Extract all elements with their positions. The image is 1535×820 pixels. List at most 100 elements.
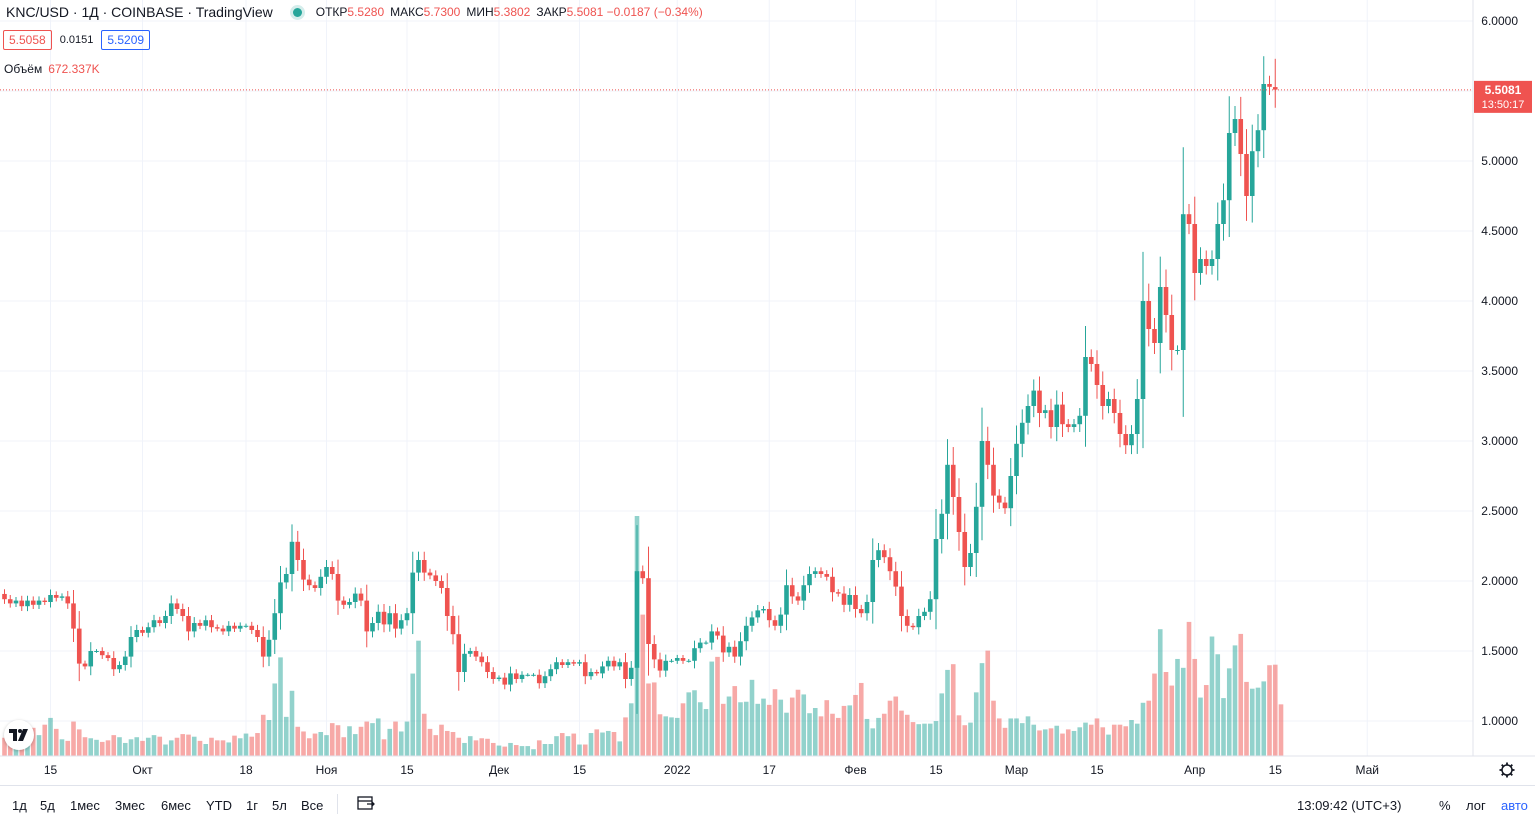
range-all-button[interactable]: Все bbox=[301, 798, 324, 813]
volume-bar bbox=[1255, 687, 1261, 756]
candle-body bbox=[197, 623, 203, 626]
volume-bar bbox=[600, 732, 605, 756]
auto-scale-toggle[interactable]: авто bbox=[1501, 798, 1528, 813]
candle-body bbox=[1048, 410, 1054, 427]
volume-bar bbox=[7, 742, 13, 756]
volume-bar bbox=[1031, 724, 1037, 756]
candle-body bbox=[513, 673, 519, 679]
volume-bar bbox=[1186, 621, 1192, 756]
volume-bar bbox=[1198, 697, 1203, 756]
range-5d-button[interactable]: 5д bbox=[40, 798, 55, 813]
range-5y-button[interactable]: 5л bbox=[272, 798, 287, 813]
range-6m-button[interactable]: 6мес bbox=[161, 798, 191, 813]
candle-body bbox=[749, 617, 755, 626]
range-1d-button[interactable]: 1д bbox=[12, 798, 27, 813]
low-value: 5.3802 bbox=[493, 5, 531, 19]
volume-bar bbox=[168, 740, 174, 756]
volume-bar bbox=[1140, 702, 1146, 756]
volume-bar bbox=[53, 728, 59, 756]
candle-body bbox=[582, 662, 588, 677]
log-toggle[interactable]: лог bbox=[1466, 798, 1486, 813]
sell-price-button[interactable]: 5.5058 bbox=[3, 30, 52, 50]
percent-toggle[interactable]: % bbox=[1439, 798, 1451, 813]
volume-bar bbox=[1077, 727, 1083, 756]
goto-date-icon[interactable] bbox=[357, 795, 375, 814]
candle-body bbox=[594, 672, 600, 674]
time-axis-label: Окт bbox=[132, 763, 153, 777]
volume-bar bbox=[789, 697, 795, 756]
volume-bar bbox=[899, 710, 904, 756]
volume-bar bbox=[128, 739, 134, 756]
price-axis-label: 3.0000 bbox=[1481, 434, 1518, 448]
range-1m-button[interactable]: 1мес bbox=[70, 798, 100, 813]
volume-bar bbox=[1192, 658, 1198, 756]
volume-bar bbox=[795, 689, 801, 756]
volume-bar bbox=[571, 733, 577, 756]
volume-bar bbox=[232, 735, 237, 756]
volume-bar bbox=[1117, 724, 1123, 756]
range-ytd-button[interactable]: YTD bbox=[206, 798, 232, 813]
candle-body bbox=[1083, 357, 1088, 416]
candle-body bbox=[674, 658, 680, 661]
candle-body bbox=[59, 596, 65, 598]
volume-bar bbox=[272, 683, 278, 756]
candle-body bbox=[812, 571, 818, 574]
candle-body bbox=[249, 625, 255, 630]
candle-body bbox=[1261, 84, 1267, 131]
volume-bar bbox=[36, 735, 42, 756]
candle-body bbox=[1203, 259, 1209, 266]
tradingview-logo-icon[interactable] bbox=[4, 720, 34, 750]
volume-bar bbox=[1025, 716, 1031, 756]
volume-bar bbox=[577, 744, 582, 756]
volume-bar bbox=[680, 703, 686, 756]
candle-body bbox=[272, 613, 278, 640]
candle-body bbox=[1054, 404, 1060, 427]
volume-bar bbox=[841, 705, 847, 756]
candle-body bbox=[1129, 434, 1134, 446]
volume-bar bbox=[312, 733, 318, 756]
volume-bar bbox=[847, 705, 853, 756]
candle-body bbox=[2, 593, 7, 600]
candle-body bbox=[531, 674, 536, 676]
candle-body bbox=[19, 600, 25, 607]
volume-bar bbox=[122, 742, 128, 756]
candle-body bbox=[473, 651, 479, 657]
candle-body bbox=[180, 609, 186, 616]
close-value: 5.5081 −0.0187 (−0.34%) bbox=[566, 5, 703, 19]
candle-body bbox=[933, 539, 939, 600]
candle-body bbox=[761, 609, 766, 611]
volume-bar bbox=[117, 737, 122, 756]
volume-bar bbox=[301, 731, 306, 756]
volume-bar bbox=[853, 694, 858, 756]
candle-body bbox=[1244, 154, 1249, 196]
volume-bar bbox=[387, 728, 393, 756]
last-price-label: 5.5081 bbox=[1485, 83, 1522, 97]
clock-timezone[interactable]: 13:09:42 (UTC+3) bbox=[1297, 798, 1402, 813]
price-chart[interactable]: 6.00005.50005.00004.50004.00003.50003.00… bbox=[0, 0, 1535, 785]
volume-bar bbox=[352, 734, 358, 756]
candle-body bbox=[565, 662, 571, 665]
candle-body bbox=[1037, 390, 1042, 413]
candle-body bbox=[801, 585, 807, 601]
range-3m-button[interactable]: 3мес bbox=[115, 798, 145, 813]
symbol-title[interactable]: KNC/USD · 1Д · COINBASE · TradingView bbox=[6, 4, 273, 20]
candle-body bbox=[1077, 415, 1083, 425]
volume-bar bbox=[755, 703, 761, 756]
volume-bar bbox=[1065, 729, 1071, 756]
volume-bar bbox=[1203, 685, 1209, 756]
candle-body bbox=[600, 666, 605, 674]
time-axis-label: 17 bbox=[763, 763, 777, 777]
candle-body bbox=[784, 585, 789, 615]
settings-gear-tooth bbox=[1509, 764, 1513, 768]
candle-body bbox=[329, 567, 335, 574]
settings-gear-icon[interactable] bbox=[1501, 764, 1513, 776]
volume-bar bbox=[186, 734, 191, 756]
candle-body bbox=[927, 599, 933, 612]
buy-price-button[interactable]: 5.5209 bbox=[101, 30, 151, 50]
volume-bar bbox=[358, 726, 364, 756]
volume-bar bbox=[134, 737, 140, 756]
candle-body bbox=[295, 541, 301, 560]
range-1y-button[interactable]: 1г bbox=[246, 798, 258, 813]
candle-body bbox=[456, 634, 462, 672]
candle-body bbox=[956, 497, 962, 532]
